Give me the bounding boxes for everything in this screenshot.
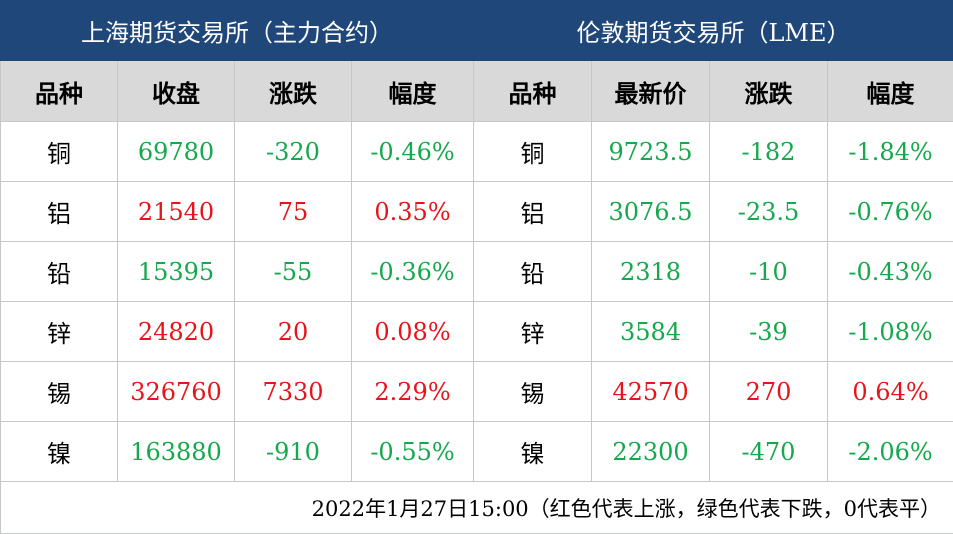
lme-price-cell: 3584: [592, 302, 710, 362]
footer-note: 2022年1月27日15:00（红色代表上涨，绿色代表下跌，0代表平）: [1, 482, 953, 534]
sh-close-cell: 326760: [118, 362, 235, 422]
lme-metal-cell: 铜: [474, 122, 592, 182]
exchange-title-row: 上海期货交易所（主力合约） 伦敦期货交易所（LME）: [1, 1, 953, 61]
sh-metal-cell: 铝: [1, 182, 118, 242]
lme-metal-cell: 镍: [474, 422, 592, 482]
lme-metal-cell: 铝: [474, 182, 592, 242]
sh-pct-cell: 0.35%: [352, 182, 474, 242]
sh-header-pct: 幅度: [352, 61, 474, 122]
sh-pct-cell: -0.55%: [352, 422, 474, 482]
shanghai-exchange-title: 上海期货交易所（主力合约）: [1, 1, 474, 61]
sh-pct-cell: -0.46%: [352, 122, 474, 182]
lme-header-metal: 品种: [474, 61, 592, 122]
lme-pct-cell: -0.76%: [828, 182, 953, 242]
lme-change-cell: 270: [710, 362, 828, 422]
lme-change-cell: -10: [710, 242, 828, 302]
lme-change-cell: -182: [710, 122, 828, 182]
sh-change-cell: -910: [235, 422, 352, 482]
lme-price-cell: 22300: [592, 422, 710, 482]
lme-change-cell: -470: [710, 422, 828, 482]
sh-change-cell: 7330: [235, 362, 352, 422]
sh-close-cell: 163880: [118, 422, 235, 482]
lme-header-price: 最新价: [592, 61, 710, 122]
sh-close-cell: 15395: [118, 242, 235, 302]
sh-header-close: 收盘: [118, 61, 235, 122]
lme-metal-cell: 铅: [474, 242, 592, 302]
sh-change-cell: -55: [235, 242, 352, 302]
column-header-row: 品种 收盘 涨跌 幅度 品种 最新价 涨跌 幅度: [1, 61, 953, 122]
sh-metal-cell: 镍: [1, 422, 118, 482]
sh-pct-cell: 0.08%: [352, 302, 474, 362]
london-exchange-title: 伦敦期货交易所（LME）: [474, 1, 953, 61]
sh-pct-cell: 2.29%: [352, 362, 474, 422]
sh-change-cell: 75: [235, 182, 352, 242]
lme-change-cell: -23.5: [710, 182, 828, 242]
sh-change-cell: -320: [235, 122, 352, 182]
sh-metal-cell: 铜: [1, 122, 118, 182]
lme-change-cell: -39: [710, 302, 828, 362]
lme-metal-cell: 锡: [474, 362, 592, 422]
lme-metal-cell: 锌: [474, 302, 592, 362]
lme-pct-cell: -1.08%: [828, 302, 953, 362]
sh-metal-cell: 铅: [1, 242, 118, 302]
sh-change-cell: 20: [235, 302, 352, 362]
sh-close-cell: 69780: [118, 122, 235, 182]
lme-pct-cell: -2.06%: [828, 422, 953, 482]
sh-header-change: 涨跌: [235, 61, 352, 122]
lme-header-pct: 幅度: [828, 61, 953, 122]
lme-pct-cell: 0.64%: [828, 362, 953, 422]
sh-close-cell: 21540: [118, 182, 235, 242]
lme-pct-cell: -0.43%: [828, 242, 953, 302]
lme-price-cell: 3076.5: [592, 182, 710, 242]
lme-price-cell: 9723.5: [592, 122, 710, 182]
lme-header-change: 涨跌: [710, 61, 828, 122]
sh-header-metal: 品种: [1, 61, 118, 122]
lme-price-cell: 42570: [592, 362, 710, 422]
lme-price-cell: 2318: [592, 242, 710, 302]
lme-pct-cell: -1.84%: [828, 122, 953, 182]
footer-row: 2022年1月27日15:00（红色代表上涨，绿色代表下跌，0代表平）: [1, 482, 953, 534]
sh-metal-cell: 锡: [1, 362, 118, 422]
sh-pct-cell: -0.36%: [352, 242, 474, 302]
sh-metal-cell: 锌: [1, 302, 118, 362]
sh-close-cell: 24820: [118, 302, 235, 362]
